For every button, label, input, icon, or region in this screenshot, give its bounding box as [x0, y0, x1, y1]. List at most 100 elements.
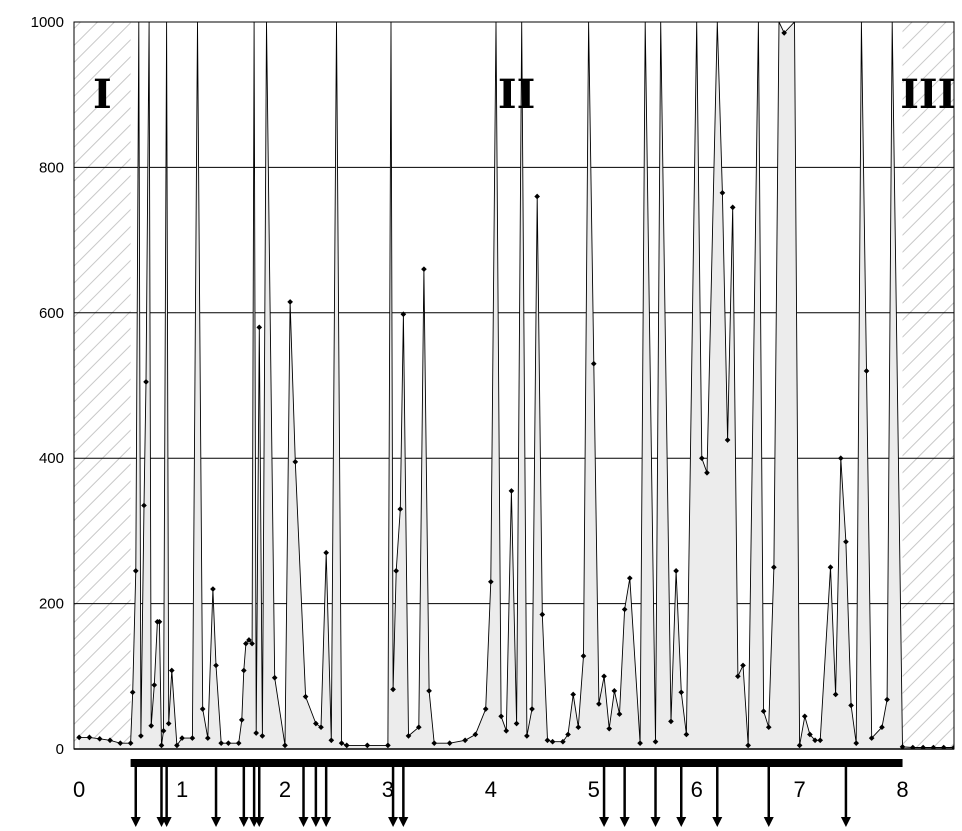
data-point	[616, 711, 623, 717]
data-point	[204, 735, 211, 741]
data-point	[76, 734, 82, 741]
data-point	[158, 742, 165, 749]
data-point	[426, 688, 432, 694]
data-point	[549, 738, 556, 745]
y-tick-label: 200	[39, 596, 64, 613]
data-point	[165, 720, 172, 727]
series-area	[79, 22, 954, 749]
data-point	[141, 502, 147, 509]
data-point	[565, 731, 571, 738]
data-point	[385, 742, 391, 749]
data-point	[364, 742, 371, 749]
data-point	[817, 737, 824, 744]
data-point	[760, 708, 767, 715]
x-tick-label: 4	[485, 777, 497, 802]
data-point	[683, 731, 690, 738]
data-point	[596, 701, 602, 707]
data-point	[249, 640, 255, 647]
data-point	[503, 727, 510, 734]
data-point	[843, 538, 849, 545]
y-tick-label: 0	[56, 741, 64, 758]
data-point	[189, 735, 196, 741]
data-point	[259, 733, 266, 739]
hatched-region-1	[74, 22, 131, 749]
data-point	[287, 299, 293, 305]
data-point	[668, 718, 674, 725]
data-point	[393, 568, 399, 574]
data-point	[853, 740, 860, 747]
data-point	[318, 724, 324, 731]
arrow-head	[310, 817, 321, 827]
arrow-head	[676, 817, 687, 827]
data-point	[421, 266, 427, 273]
data-point	[179, 735, 185, 741]
x-tick-label: 6	[691, 777, 703, 802]
data-point	[539, 611, 546, 618]
data-point	[575, 724, 582, 731]
data-point	[745, 742, 751, 749]
arrow-head	[130, 817, 141, 827]
data-point	[513, 720, 520, 727]
data-point	[560, 738, 566, 745]
data-point	[246, 637, 252, 643]
data-point	[781, 30, 788, 36]
data-point	[132, 568, 139, 574]
data-point	[482, 706, 489, 712]
data-point	[210, 586, 216, 592]
x-tick-label: 0	[73, 777, 85, 802]
data-point	[218, 740, 225, 747]
data-point	[837, 455, 844, 462]
data-point	[637, 740, 643, 747]
data-point	[168, 667, 175, 674]
data-point	[832, 691, 839, 698]
data-point	[235, 740, 242, 747]
data-point	[143, 379, 149, 385]
data-point	[156, 618, 163, 625]
data-point	[213, 662, 219, 669]
data-point	[884, 696, 890, 703]
data-point	[606, 725, 613, 732]
arrow-head	[321, 817, 332, 827]
data-point	[673, 568, 679, 574]
data-point	[719, 190, 726, 196]
data-point	[199, 706, 206, 712]
arrow-head	[712, 817, 723, 827]
arrow-head	[211, 817, 222, 827]
data-point	[96, 735, 103, 742]
data-point	[601, 673, 607, 680]
data-point	[302, 693, 309, 700]
data-point	[508, 488, 515, 494]
data-point	[151, 682, 158, 688]
arrow-head	[238, 817, 249, 827]
y-tick-label: 600	[39, 305, 64, 322]
regions-layer	[74, 22, 954, 749]
data-point	[390, 686, 396, 693]
arrow-head	[619, 817, 630, 827]
arrow-head	[599, 817, 610, 827]
y-tick-label: 1000	[31, 14, 64, 31]
data-point	[626, 575, 633, 581]
data-point	[796, 742, 803, 749]
series-layer	[76, 22, 954, 749]
arrow-head	[650, 817, 661, 827]
arrow-head	[388, 817, 399, 827]
data-point	[704, 469, 710, 476]
data-point	[129, 689, 136, 696]
data-point	[678, 689, 685, 696]
x-tick-label: 8	[896, 777, 908, 802]
data-point	[117, 740, 124, 747]
data-point	[652, 738, 659, 745]
x-tick-label: 2	[279, 777, 291, 802]
arrow-head	[298, 817, 309, 827]
data-point	[812, 737, 818, 744]
data-point	[570, 691, 577, 698]
arrows-layer	[130, 767, 851, 827]
data-point	[534, 193, 540, 200]
data-point	[472, 731, 479, 738]
data-point	[400, 311, 407, 318]
data-point	[174, 742, 180, 749]
data-point	[827, 564, 834, 571]
series-line	[79, 22, 954, 748]
